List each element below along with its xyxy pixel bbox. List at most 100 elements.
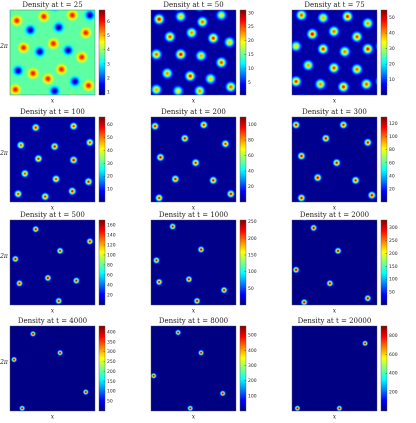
heatmap [151, 326, 236, 411]
density-spot [151, 82, 164, 95]
colorbar-tick-label: 40 [248, 169, 254, 175]
plot-frame [9, 116, 96, 203]
colorbar-tick-label: 400 [248, 348, 257, 354]
density-spot [192, 83, 207, 95]
colorbar-tick-label: 10 [389, 77, 395, 83]
colorbar-tick-label: 2 [107, 76, 110, 82]
density-spot [155, 152, 166, 163]
density-spot [31, 225, 40, 234]
density-spot [219, 285, 229, 295]
density-spot [331, 157, 342, 168]
density-spot [171, 83, 186, 95]
colorbar-tick-label: 50 [248, 286, 254, 292]
density-spot [84, 137, 95, 148]
colorbar-tick-label: 40 [107, 148, 113, 154]
colorbar-tick-label: 400 [389, 371, 398, 377]
density-spot [316, 41, 331, 56]
colorbar [98, 219, 106, 306]
colorbar-tick-label: 150 [248, 253, 257, 259]
colorbar-tick-label: 80 [389, 147, 395, 153]
density-spot [152, 12, 167, 27]
colorbar [98, 325, 106, 412]
colorbar-tick-label: 120 [389, 121, 398, 127]
density-spot [214, 55, 229, 70]
density-spot [160, 66, 175, 81]
density-spot [190, 157, 201, 168]
colorbar-tick-label: 20 [248, 38, 254, 44]
density-spot [168, 222, 177, 231]
density-spot [23, 23, 38, 38]
density-spot [151, 372, 158, 380]
density-spot [151, 121, 161, 132]
density-spot [187, 326, 193, 327]
density-spot [374, 75, 377, 88]
density-spot [29, 330, 37, 338]
y-axis-label: 2π [0, 43, 9, 50]
colorbar-tick-label: 150 [389, 264, 398, 270]
plot-frame [291, 219, 378, 306]
density-spot [203, 71, 218, 86]
density-spot [360, 16, 375, 31]
colorbar-tick-label: 250 [107, 359, 116, 365]
density-spot [172, 10, 184, 13]
colorbar [380, 219, 388, 306]
density-spot [33, 153, 44, 164]
heatmap [292, 326, 377, 411]
colorbar-tick-label: 200 [389, 390, 398, 396]
density-spot [67, 74, 82, 89]
density-spot [374, 40, 377, 52]
x-axis-label: x [51, 98, 55, 105]
colorbar-tick-label: 60 [389, 160, 395, 166]
density-spot [67, 186, 78, 197]
heatmap [151, 220, 236, 305]
colorbar [98, 116, 106, 203]
colorbar-tick-label: 800 [389, 333, 398, 339]
panel-title: Density at t = 1000 [159, 211, 228, 219]
density-spot [162, 29, 177, 44]
density-spot [55, 246, 65, 256]
density-spot [299, 298, 309, 305]
colorbar-tick-label: 200 [389, 251, 398, 257]
colorbar [380, 116, 388, 203]
density-spot [93, 85, 95, 95]
colorbar-tick-label: 40 [107, 283, 113, 289]
density-spot [173, 10, 188, 24]
density-spot [10, 13, 24, 28]
density-spot [219, 389, 227, 398]
colorbar-tick-label: 140 [107, 233, 116, 239]
density-spot [19, 168, 30, 179]
density-spot [235, 123, 236, 130]
colorbar-tick-label: 10 [107, 187, 113, 193]
heatmap-background [10, 117, 95, 202]
density-spot [10, 82, 23, 95]
density-spot [294, 10, 309, 23]
density-spot [362, 137, 373, 148]
colorbar-tick-label: 30 [248, 10, 254, 16]
colorbar-tick-label: 100 [248, 393, 257, 399]
density-spot [292, 39, 304, 54]
colorbar-tick-label: 400 [107, 329, 116, 335]
density-spot [83, 176, 94, 187]
density-spot [235, 373, 236, 379]
density-spot [32, 44, 47, 59]
density-spot [326, 24, 341, 39]
colorbar-tick-label: 15 [248, 52, 254, 58]
density-spot [85, 237, 95, 246]
colorbar-tick-label: 250 [248, 219, 257, 225]
density-spot [10, 355, 18, 364]
x-axis-label: x [192, 308, 196, 315]
colorbar-tick-label: 60 [107, 273, 113, 279]
density-spot [19, 326, 25, 327]
density-spot [292, 74, 304, 89]
heatmap [292, 10, 377, 95]
density-spot [309, 223, 318, 233]
density-spot [15, 279, 24, 288]
density-spot [152, 256, 161, 265]
plot-frame [150, 116, 237, 203]
colorbar-tick-label: 50 [107, 399, 113, 405]
density-spot [198, 119, 209, 130]
colorbar-tick-label: 200 [107, 369, 116, 375]
density-spot [344, 94, 351, 95]
density-spot [298, 117, 305, 118]
